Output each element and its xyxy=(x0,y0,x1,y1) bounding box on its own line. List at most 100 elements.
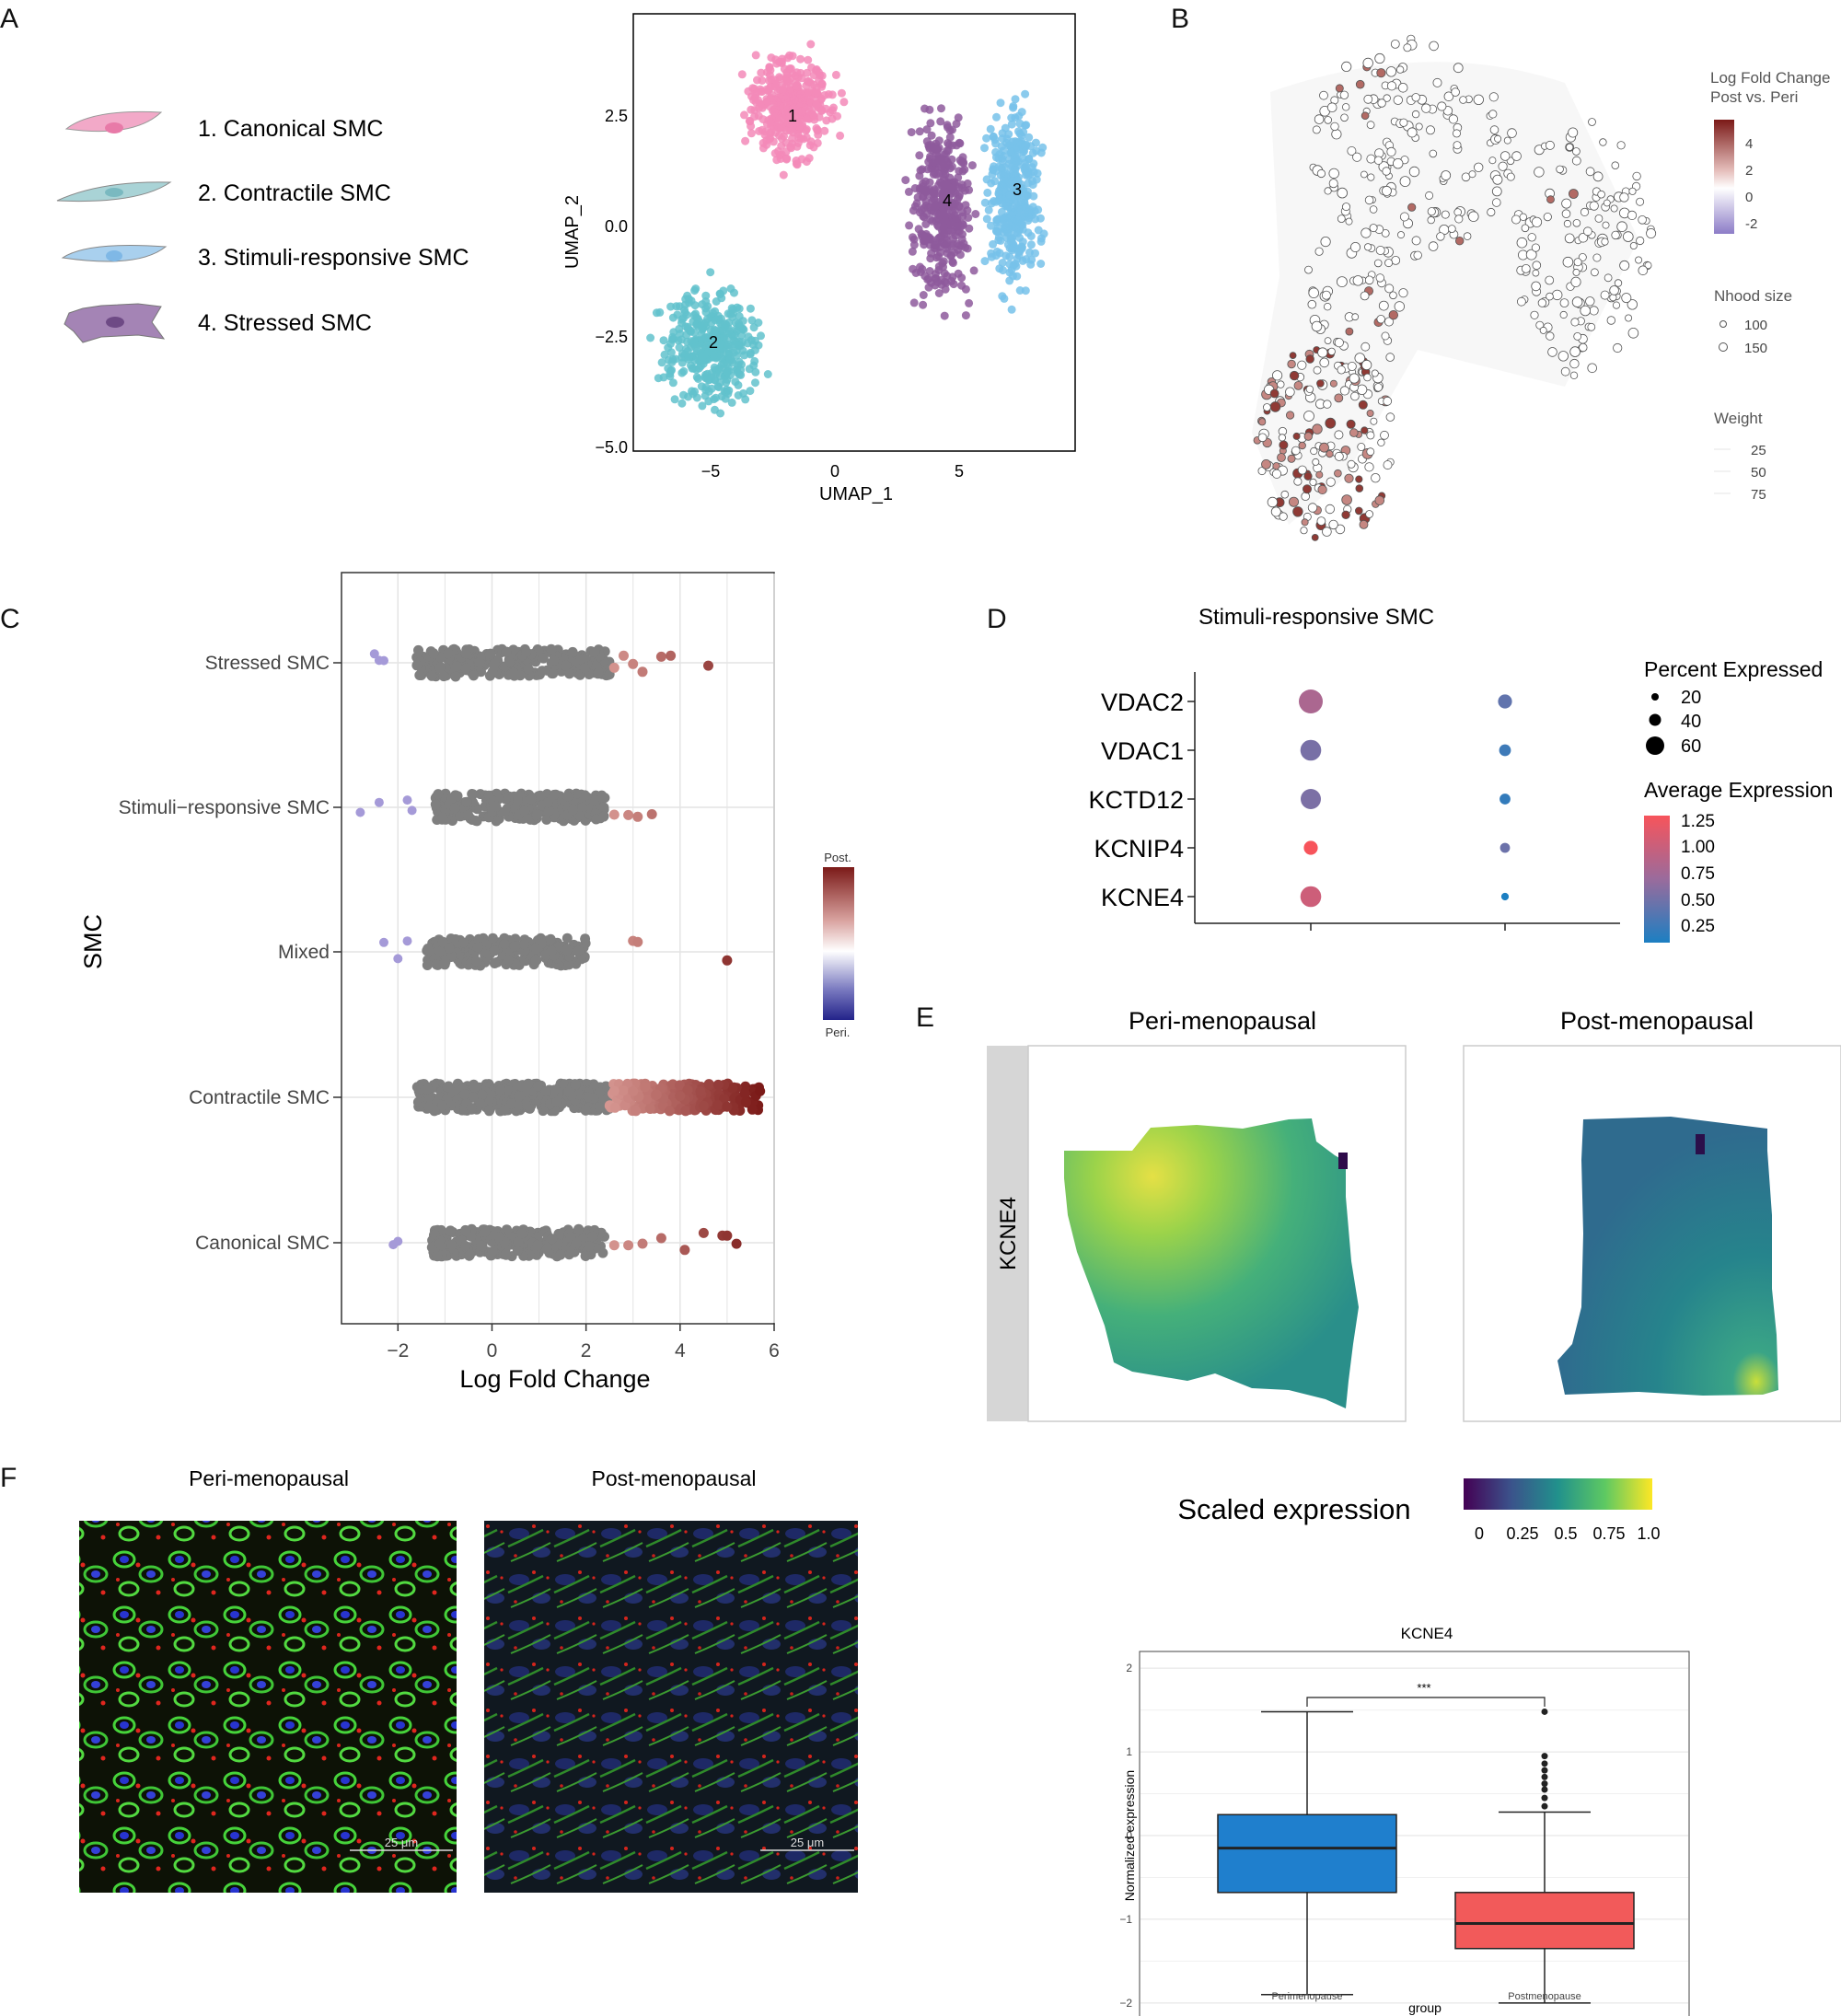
lfc-point-post xyxy=(680,1106,691,1117)
lfc-point xyxy=(587,1231,598,1242)
nhood-node xyxy=(1355,484,1364,492)
nhood-node xyxy=(1373,259,1383,268)
nhood-node xyxy=(1611,161,1620,170)
nhood-node xyxy=(1426,125,1436,135)
lfc-point xyxy=(460,1240,471,1251)
lfc-point-post xyxy=(695,1086,706,1097)
lfc-point xyxy=(460,648,471,659)
umap-point xyxy=(967,161,977,170)
nhood-node xyxy=(1613,342,1623,353)
nhood-node xyxy=(1498,161,1508,171)
umap-point xyxy=(936,117,945,126)
nhood-node xyxy=(1432,77,1442,87)
nhood-node xyxy=(1429,41,1439,52)
nhood-node xyxy=(1407,127,1418,138)
umap-point xyxy=(809,143,818,152)
lfc-point xyxy=(589,647,600,657)
umap-point xyxy=(721,394,730,403)
nhood-node xyxy=(1531,281,1541,292)
nhood-node xyxy=(1349,373,1360,384)
nhood-node xyxy=(1293,380,1303,390)
lfc-point-post xyxy=(631,1106,642,1117)
lfc-point-post xyxy=(655,1233,666,1244)
umap-point xyxy=(909,264,918,273)
lfc-point xyxy=(530,944,541,955)
nhood-node xyxy=(1293,477,1303,486)
umap-point xyxy=(1005,191,1014,201)
nhood-node xyxy=(1572,147,1580,156)
umap-point xyxy=(1034,205,1043,214)
umap-point xyxy=(698,401,707,411)
nhood-node xyxy=(1408,166,1420,178)
nhood-node xyxy=(1453,129,1462,138)
lfc-tick: 0 xyxy=(1745,190,1753,205)
y-tick-label: 2 xyxy=(1126,1662,1132,1674)
lfc-point xyxy=(504,656,515,667)
nhood-node xyxy=(1326,449,1334,458)
umap-point xyxy=(1021,89,1030,98)
nhood-node xyxy=(1413,250,1422,261)
scale-tick: 0.5 xyxy=(1554,1524,1577,1543)
lfc-point-post xyxy=(608,1240,619,1251)
umap-point xyxy=(708,308,717,318)
umap-point xyxy=(681,295,690,304)
umap-point xyxy=(770,75,779,85)
nhood-node xyxy=(1609,285,1619,295)
umap-point xyxy=(722,378,731,387)
nhood-node xyxy=(1321,290,1331,300)
nhood-node xyxy=(1319,442,1329,453)
lfc-point-post xyxy=(703,660,713,671)
umap-point xyxy=(1012,197,1021,206)
umap-point xyxy=(667,357,677,366)
panel-e: E Peri-menopausal Post-menopausal KCNE4 … xyxy=(916,1002,1841,1543)
nhood-node xyxy=(1309,478,1317,487)
lfc-point xyxy=(491,801,502,812)
lfc-point xyxy=(475,1098,486,1109)
nhood-node xyxy=(1305,385,1314,393)
umap-point xyxy=(994,162,1003,171)
legend-item-contractile: 2. Contractile SMC xyxy=(56,180,391,206)
lfc-point-peri xyxy=(402,936,412,946)
umap-point xyxy=(1002,251,1011,261)
umap-point xyxy=(750,345,759,354)
umap-point xyxy=(690,301,700,310)
lfc-point-post xyxy=(640,1082,651,1093)
lfc-point xyxy=(469,1082,481,1093)
lfc-point xyxy=(520,1099,531,1109)
nhood-node xyxy=(1334,338,1344,348)
nhood-node xyxy=(1360,342,1371,352)
umap-point xyxy=(944,122,952,132)
umap-point xyxy=(920,203,928,213)
lfc-point xyxy=(580,1105,591,1116)
umap-point xyxy=(675,324,684,333)
umap-point xyxy=(792,156,801,165)
nhood-node xyxy=(1487,207,1496,217)
umap-point xyxy=(689,389,698,399)
nhood-node xyxy=(1492,174,1503,185)
umap-point xyxy=(1036,214,1045,223)
umap-ytick: −2.5 xyxy=(595,328,628,346)
expression-dot xyxy=(1499,794,1511,805)
nhood-node xyxy=(1546,195,1555,204)
lfc-point-post xyxy=(618,1085,629,1096)
nhood-node xyxy=(1451,87,1460,97)
umap-cluster-labels: 1 2 3 4 xyxy=(709,107,1022,352)
lfc-point xyxy=(493,814,504,824)
lfc-point xyxy=(464,1250,475,1261)
y-tick-label: 1 xyxy=(1126,1745,1132,1758)
nhood-node xyxy=(1531,243,1541,252)
umap-point xyxy=(999,266,1007,275)
micro-title-post: Post-menopausal xyxy=(592,1466,757,1490)
cluster-label-2: 2 xyxy=(709,333,718,352)
umap-xlabel: UMAP_1 xyxy=(819,484,893,504)
nhood-node xyxy=(1627,327,1639,339)
umap-point xyxy=(1009,272,1017,281)
umap-point xyxy=(713,382,723,391)
umap-point xyxy=(908,247,917,256)
nhood-node xyxy=(1569,371,1579,379)
nhood-node xyxy=(1398,288,1408,298)
nhood-node xyxy=(1324,337,1332,345)
nhood-node xyxy=(1545,140,1555,150)
umap-point xyxy=(686,326,695,335)
nhood-node xyxy=(1644,261,1652,270)
